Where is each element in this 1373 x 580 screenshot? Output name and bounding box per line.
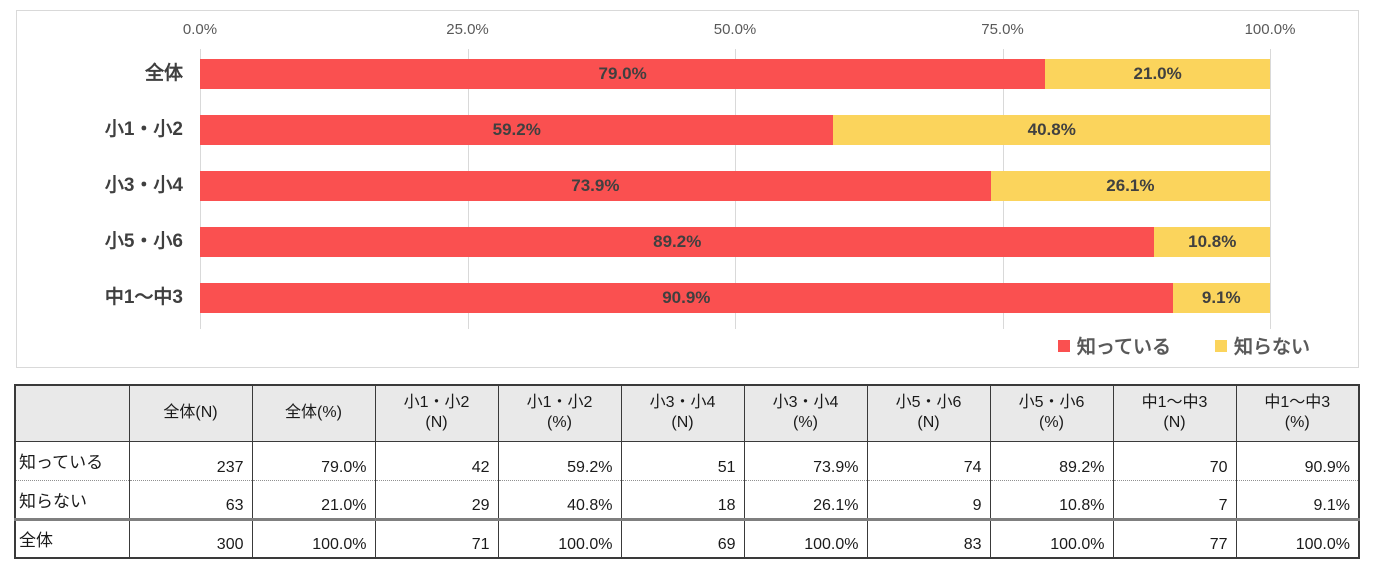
table-cell: 73.9%: [743, 441, 868, 480]
table-header-cell: [14, 385, 130, 442]
table-cell: 21.0%: [251, 479, 376, 519]
bar-segment: 59.2%: [200, 115, 834, 145]
bar-row: 79.0% 21.0%: [200, 59, 1270, 89]
table-header-cell: 全体(%): [251, 385, 376, 442]
survey-bar-chart-panel: 0.0% 25.0% 50.0% 75.0% 100.0% 全体 79.0% 21.0% 小1・…: [16, 10, 1359, 368]
table-cell: 77: [1112, 517, 1237, 558]
table-cell: 9: [866, 479, 991, 519]
bar-segment: 26.1%: [990, 171, 1270, 201]
survey-data-table: 全体(N) 全体(%) 小1・小2 (N) 小1・小2 (%) 小3・小4 (N) 小3・…: [14, 384, 1360, 559]
table-header-row: 全体(N) 全体(%) 小1・小2 (N) 小1・小2 (%) 小3・小4 (N) 小3・…: [14, 385, 1360, 442]
table-cell: 51: [620, 441, 745, 480]
table-row-label: 知らない: [14, 479, 130, 519]
table-cell: 63: [128, 479, 253, 519]
table-header-cell: 全体(N): [128, 385, 253, 442]
table-cell: 18: [620, 479, 745, 519]
x-axis-tick: 75.0%: [981, 21, 1024, 38]
bar-segment: 79.0%: [200, 59, 1046, 89]
bar-value-label: 79.0%: [598, 64, 647, 83]
table-cell: 300: [128, 517, 253, 558]
bar-value-label: 10.8%: [1188, 232, 1237, 251]
table-header-cell: 中1～中3 (%): [1235, 385, 1360, 442]
legend-label: 知らない: [1233, 337, 1310, 358]
table-cell: 100.0%: [251, 517, 376, 558]
bar-segment: 73.9%: [200, 171, 991, 201]
table-row: 知っている 237 79.0% 42 59.2% 51 73.9% 74 89.2% 70 90.9…: [14, 441, 1360, 480]
category-label: 小5・小6: [104, 231, 183, 252]
table-row: 知らない 63 21.0% 29 40.8% 18 26.1% 9 10.8% 7 9.1%: [14, 479, 1360, 519]
table-cell: 74: [866, 441, 991, 480]
bar-value-label: 73.9%: [571, 176, 620, 195]
table-cell: 100.0%: [989, 517, 1114, 558]
legend-item: 知らない: [1214, 332, 1310, 359]
chart-legend: 知っている 知らない: [1051, 330, 1316, 361]
x-axis-tick: 100.0%: [1244, 21, 1296, 38]
table-row: 全体 300 100.0% 71 100.0% 69 100.0% 83 100.0% 77 100…: [14, 517, 1360, 558]
table-cell: 89.2%: [989, 441, 1114, 480]
table-cell: 69: [620, 517, 745, 558]
x-axis-tick: 0.0%: [182, 21, 218, 38]
table-header-cell: 小3・小4 (%): [743, 385, 868, 442]
bar-segment: 89.2%: [200, 227, 1155, 257]
table-header-cell: 小1・小2 (N): [374, 385, 499, 442]
category-label: 全体: [144, 63, 183, 84]
legend-marker-icon: [1214, 339, 1227, 352]
bar-value-label: 59.2%: [492, 120, 541, 139]
bar-segment: 90.9%: [200, 283, 1173, 313]
legend-item: 知っている: [1057, 332, 1171, 359]
bar-value-label: 40.8%: [1027, 120, 1076, 139]
table-cell: 237: [128, 441, 253, 480]
table-cell: 100.0%: [1235, 517, 1360, 558]
table-header-cell: 小3・小4 (N): [620, 385, 745, 442]
bar-row: 73.9% 26.1%: [200, 171, 1270, 201]
table-cell: 59.2%: [497, 441, 622, 480]
table-cell: 29: [374, 479, 499, 519]
legend-marker-icon: [1057, 339, 1070, 352]
table-cell: 26.1%: [743, 479, 868, 519]
bar-value-label: 21.0%: [1133, 64, 1182, 83]
table-header-cell: 小1・小2 (%): [497, 385, 622, 442]
table-row-label: 知っている: [14, 441, 130, 480]
x-axis-tick: 50.0%: [713, 21, 757, 38]
table-cell: 70: [1112, 441, 1237, 480]
category-label: 小1・小2: [104, 119, 183, 140]
bar-segment: 10.8%: [1154, 227, 1270, 257]
table-cell: 71: [374, 517, 499, 558]
x-axis-tick: 25.0%: [446, 21, 489, 38]
table-cell: 90.9%: [1235, 441, 1360, 480]
table-cell: 83: [866, 517, 991, 558]
bar-value-label: 26.1%: [1106, 176, 1155, 195]
bar-segment: 9.1%: [1172, 283, 1270, 313]
table-cell: 100.0%: [497, 517, 622, 558]
table-row-label: 全体: [14, 517, 130, 558]
bar-value-label: 89.2%: [653, 232, 702, 251]
category-label: 中1～中3: [104, 287, 183, 308]
table-cell: 9.1%: [1235, 479, 1360, 519]
table-cell: 79.0%: [251, 441, 376, 480]
bar-row: 59.2% 40.8%: [200, 115, 1270, 145]
bar-row: 89.2% 10.8%: [200, 227, 1270, 257]
legend-label: 知っている: [1076, 337, 1171, 358]
bar-segment: 21.0%: [1045, 59, 1270, 89]
table-header-cell: 小5・小6 (N): [866, 385, 991, 442]
bar-value-label: 9.1%: [1201, 288, 1241, 307]
table-cell: 40.8%: [497, 479, 622, 519]
category-label: 小3・小4: [104, 175, 183, 196]
table-cell: 7: [1112, 479, 1237, 519]
bar-segment: 40.8%: [833, 115, 1270, 145]
table-header-cell: 中1～中3 (N): [1112, 385, 1237, 442]
table-cell: 100.0%: [743, 517, 868, 558]
table-cell: 42: [374, 441, 499, 480]
table-cell: 10.8%: [989, 479, 1114, 519]
table-header-cell: 小5・小6 (%): [989, 385, 1114, 442]
bar-value-label: 90.9%: [662, 288, 711, 307]
bar-row: 90.9% 9.1%: [200, 283, 1270, 313]
gridline: [1270, 49, 1271, 329]
